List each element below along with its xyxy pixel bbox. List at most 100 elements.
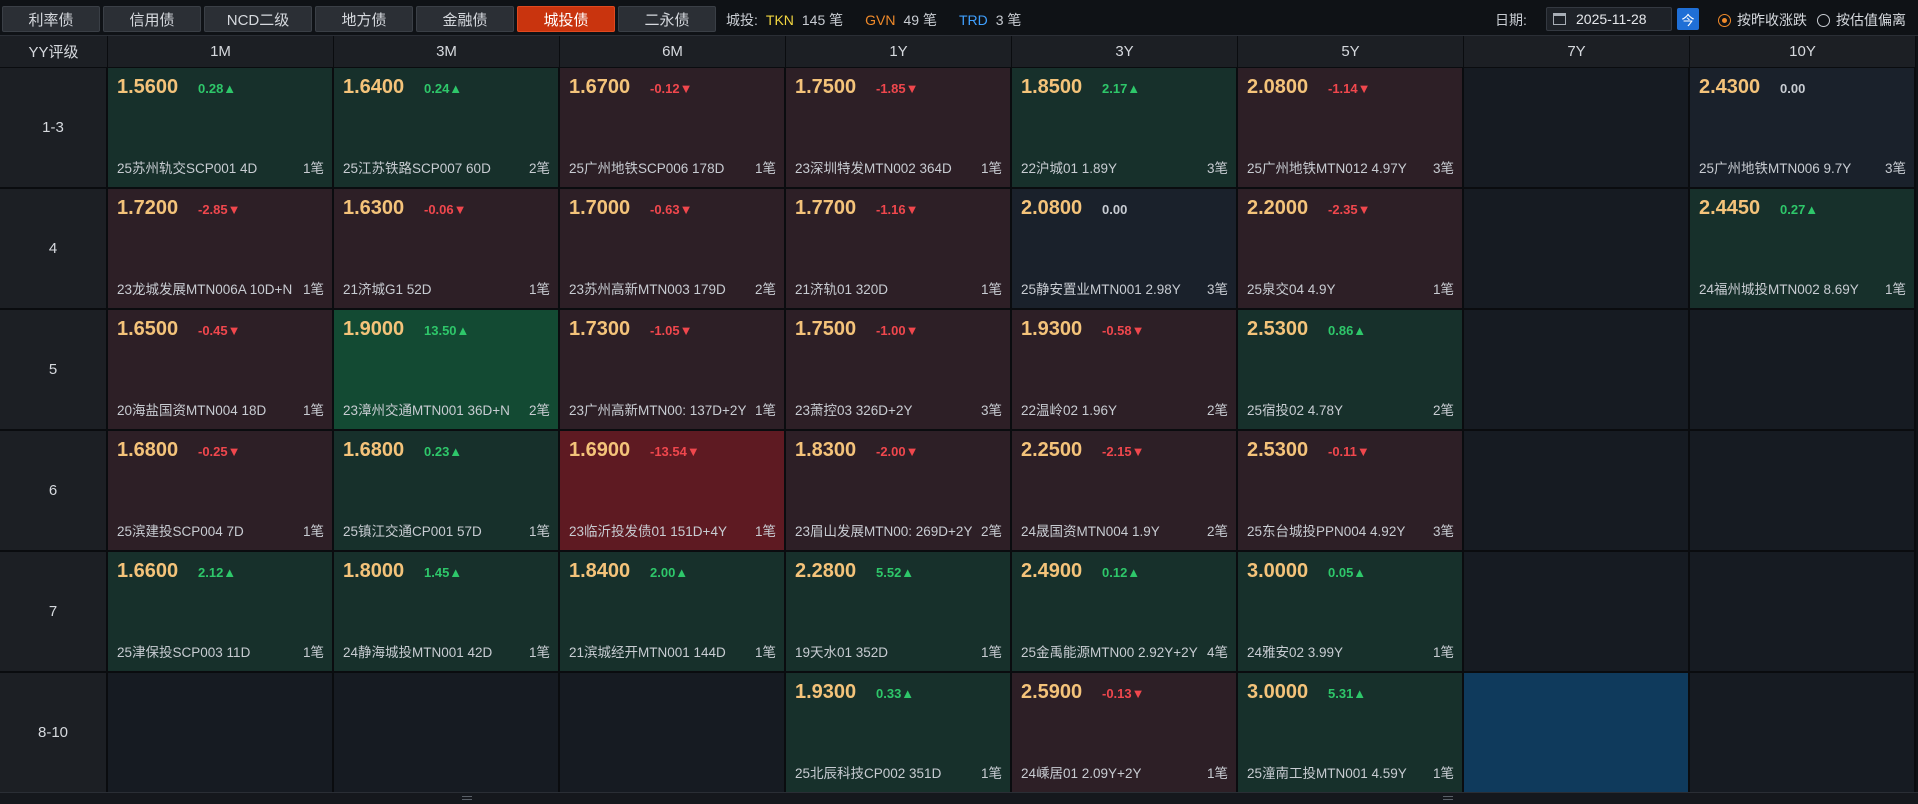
quote-cell[interactable]: 1.6400 0.24▲ 25江苏铁路SCP007 60D 2笔	[334, 68, 560, 189]
quote-cell[interactable]: 1.8300 -2.00▼ 23眉山发展MTN00: 269D+2Y 2笔	[786, 431, 1012, 552]
quote-cell[interactable]: 1.7300 -1.05▼ 23广州高新MTN00: 137D+2Y 1笔	[560, 310, 786, 431]
yield-change: 0.00	[1780, 81, 1806, 96]
radio-by-valuation-deviation[interactable]: 按估值偏离	[1817, 10, 1906, 30]
trade-count: 1笔	[1206, 766, 1228, 781]
empty-cell[interactable]	[1464, 431, 1690, 552]
tab-local-gov-bonds[interactable]: 地方债	[315, 6, 413, 32]
quote-cell[interactable]: 1.7500 -1.00▼ 23萧控03 326D+2Y 3笔	[786, 310, 1012, 431]
tenor-header-5y[interactable]: 5Y	[1238, 36, 1464, 68]
bond-name: 25静安置业MTN001 2.98Y	[1021, 282, 1181, 297]
quote-cell[interactable]: 2.2000 -2.35▼ 25泉交04 4.9Y 1笔	[1238, 189, 1464, 310]
bond-name: 25金禹能源MTN00 2.92Y+2Y	[1021, 645, 1198, 660]
yield-value: 1.6500	[117, 318, 179, 340]
yield-change: -2.00▼	[876, 444, 919, 459]
quote-cell[interactable]: 3.0000 5.31▲ 25潼南工投MTN001 4.59Y 1笔	[1238, 673, 1464, 794]
quote-cell[interactable]: 2.4900 0.12▲ 25金禹能源MTN00 2.92Y+2Y 4笔	[1012, 552, 1238, 673]
quote-cell[interactable]: 1.8500 2.17▲ 22沪城01 1.89Y 3笔	[1012, 68, 1238, 189]
trade-count: 4笔	[1206, 645, 1228, 660]
yield-change: 5.52▲	[876, 565, 915, 580]
empty-cell[interactable]	[1464, 552, 1690, 673]
yield-change: 0.24▲	[424, 81, 463, 96]
quote-cell[interactable]: 1.6800 -0.25▼ 25滨建投SCP004 7D 1笔	[108, 431, 334, 552]
quote-cell[interactable]: 1.6300 -0.06▼ 21济城G1 52D 1笔	[334, 189, 560, 310]
empty-cell[interactable]	[1464, 189, 1690, 310]
bottom-splitter[interactable]	[0, 792, 1918, 804]
quote-cell[interactable]: 2.0800 0.00 25静安置业MTN001 2.98Y 3笔	[1012, 189, 1238, 310]
quote-cell[interactable]: 1.9300 0.33▲ 25北辰科技CP002 351D 1笔	[786, 673, 1012, 794]
tenor-header-7y[interactable]: 7Y	[1464, 36, 1690, 68]
quote-cell[interactable]: 1.6700 -0.12▼ 25广州地铁SCP006 178D 1笔	[560, 68, 786, 189]
today-button[interactable]: 今	[1677, 8, 1699, 30]
quote-cell[interactable]: 2.5900 -0.13▼ 24嵊居01 2.09Y+2Y 1笔	[1012, 673, 1238, 794]
quote-cell[interactable]: 2.2800 5.52▲ 19天水01 352D 1笔	[786, 552, 1012, 673]
empty-cell[interactable]	[1690, 673, 1916, 794]
empty-cell[interactable]	[1464, 68, 1690, 189]
resize-grip-icon[interactable]	[1443, 796, 1453, 800]
quote-cell[interactable]: 1.7000 -0.63▼ 23苏州高新MTN003 179D 2笔	[560, 189, 786, 310]
quote-cell[interactable]: 1.6600 2.12▲ 25津保投SCP003 11D 1笔	[108, 552, 334, 673]
quote-cell[interactable]: 1.8400 2.00▲ 21滨城经开MTN001 144D 1笔	[560, 552, 786, 673]
quote-cell[interactable]: 1.8000 1.45▲ 24静海城投MTN001 42D 1笔	[334, 552, 560, 673]
tab-perpetual-bonds[interactable]: 二永债	[618, 6, 716, 32]
tab-ncd-secondary[interactable]: NCD二级	[204, 6, 312, 32]
yield-change: 0.28▲	[198, 81, 237, 96]
trade-count: 1笔	[1432, 645, 1454, 660]
tab-rate-bonds[interactable]: 利率债	[2, 6, 100, 32]
radio-checked-icon[interactable]	[1718, 13, 1731, 27]
empty-cell[interactable]	[1464, 310, 1690, 431]
yield-change: 0.23▲	[424, 444, 463, 459]
tenor-header-1y[interactable]: 1Y	[786, 36, 1012, 68]
tab-urban-investment-bonds[interactable]: 城投债	[517, 6, 615, 32]
trade-stats: 城投: TKN 145 笔 GVN 49 笔 TRD 3 笔	[726, 10, 1035, 30]
yield-value: 2.4900	[1021, 560, 1083, 582]
date-picker[interactable]: 2025-11-28	[1546, 7, 1672, 31]
empty-cell[interactable]	[108, 673, 334, 794]
quote-cell[interactable]: 1.6900 -13.54▼ 23临沂投发债01 151D+4Y 1笔	[560, 431, 786, 552]
quote-cell[interactable]: 1.7500 -1.85▼ 23深圳特发MTN002 364D 1笔	[786, 68, 1012, 189]
quote-cell[interactable]: 2.0800 -1.14▼ 25广州地铁MTN012 4.97Y 3笔	[1238, 68, 1464, 189]
quote-cell[interactable]: 1.9000 13.50▲ 23漳州交通MTN001 36D+N 2笔	[334, 310, 560, 431]
yield-value: 1.9000	[343, 318, 405, 340]
quote-cell[interactable]: 2.4450 0.27▲ 24福州城投MTN002 8.69Y 1笔	[1690, 189, 1916, 310]
tenor-header-10y[interactable]: 10Y	[1690, 36, 1916, 68]
yield-change: -1.14▼	[1328, 81, 1371, 96]
yield-change: -2.15▼	[1102, 444, 1145, 459]
yield-value: 2.5300	[1247, 318, 1309, 340]
empty-cell[interactable]	[1690, 310, 1916, 431]
quote-cell[interactable]: 1.6800 0.23▲ 25镇江交通CP001 57D 1笔	[334, 431, 560, 552]
quote-cell[interactable]: 1.7200 -2.85▼ 23龙城发展MTN006A 10D+N 1笔	[108, 189, 334, 310]
empty-cell[interactable]	[560, 673, 786, 794]
quote-cell[interactable]: 2.2500 -2.15▼ 24晟国资MTN004 1.9Y 2笔	[1012, 431, 1238, 552]
bond-name: 22沪城01 1.89Y	[1021, 161, 1118, 176]
radio-unchecked-icon[interactable]	[1817, 13, 1830, 27]
empty-cell[interactable]	[334, 673, 560, 794]
tab-credit-bonds[interactable]: 信用债	[103, 6, 201, 32]
selected-empty-cell[interactable]	[1464, 673, 1690, 794]
yield-value: 2.4300	[1699, 76, 1761, 98]
tenor-header-3m[interactable]: 3M	[334, 36, 560, 68]
yield-change: -1.05▼	[650, 323, 693, 338]
empty-cell[interactable]	[1690, 431, 1916, 552]
yield-value: 1.6600	[117, 560, 179, 582]
bond-name: 21济城G1 52D	[343, 282, 432, 297]
tenor-header-1m[interactable]: 1M	[108, 36, 334, 68]
quote-cell[interactable]: 2.5300 0.86▲ 25宿投02 4.78Y 2笔	[1238, 310, 1464, 431]
tenor-header-6m[interactable]: 6M	[560, 36, 786, 68]
quote-cell[interactable]: 2.4300 0.00 25广州地铁MTN006 9.7Y 3笔	[1690, 68, 1916, 189]
quote-cell[interactable]: 2.5300 -0.11▼ 25东台城投PPN004 4.92Y 3笔	[1238, 431, 1464, 552]
quote-cell[interactable]: 1.9300 -0.58▼ 22温岭02 1.96Y 2笔	[1012, 310, 1238, 431]
quote-cell[interactable]: 1.7700 -1.16▼ 21济轨01 320D 1笔	[786, 189, 1012, 310]
yield-change: -0.25▼	[198, 444, 241, 459]
yield-value: 1.6300	[343, 197, 405, 219]
tab-financial-bonds[interactable]: 金融债	[416, 6, 514, 32]
trade-count: 1笔	[302, 403, 324, 418]
calendar-icon[interactable]	[1553, 13, 1566, 25]
resize-grip-icon[interactable]	[462, 796, 472, 800]
radio-by-prev-close[interactable]: 按昨收涨跌	[1718, 10, 1807, 30]
quote-cell[interactable]: 1.5600 0.28▲ 25苏州轨交SCP001 4D 1笔	[108, 68, 334, 189]
tenor-header-3y[interactable]: 3Y	[1012, 36, 1238, 68]
quote-cell[interactable]: 3.0000 0.05▲ 24雅安02 3.99Y 1笔	[1238, 552, 1464, 673]
quote-cell[interactable]: 1.6500 -0.45▼ 20海盐国资MTN004 18D 1笔	[108, 310, 334, 431]
empty-cell[interactable]	[1690, 552, 1916, 673]
date-value: 2025-11-28	[1576, 11, 1647, 27]
